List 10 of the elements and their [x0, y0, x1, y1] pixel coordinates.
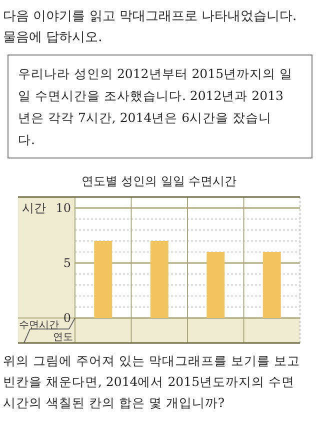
text: 우리나라 성인의 2012년부터 2015년까지의 일 일 수면시간을 조사했습니다. 2012년과 2013 년은 각각 7시간, 2014년은 6시간을 잤습니 다. — [18, 66, 293, 147]
chart-title: 연도별 성인의 일일 수면시간 — [81, 174, 237, 188]
y-tick-label: 10 — [56, 201, 71, 216]
text: 수면시간 — [19, 320, 59, 331]
text: 연도 — [53, 332, 73, 343]
y-tick-label: 0 — [63, 311, 71, 326]
y-axis-title: 시간 — [22, 201, 46, 215]
text: 다음 이야기를 읽고 막대그래프로 나타내었습니다. 물음에 답하시오. — [3, 9, 297, 45]
text: 위의 그림에 주어져 있는 막대그래프를 보기를 보고 빈칸을 채운다면, 2014에서 2015년도까지의 수면 시간의 색칠된 칸의 합은 몇 개입니까? — [3, 353, 300, 410]
y-tick-label: 5 — [63, 256, 71, 270]
